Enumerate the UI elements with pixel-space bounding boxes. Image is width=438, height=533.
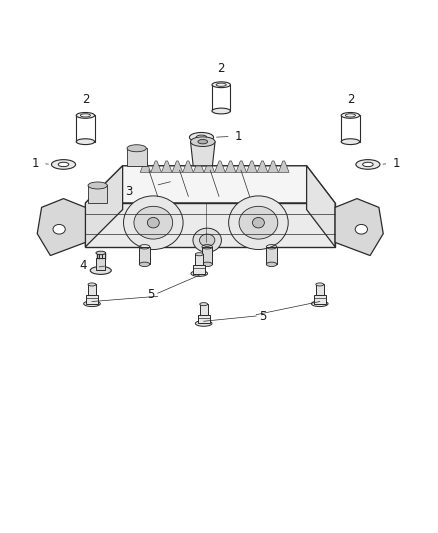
Polygon shape [198, 314, 210, 324]
Polygon shape [140, 161, 151, 172]
Ellipse shape [202, 262, 212, 266]
Ellipse shape [76, 139, 95, 144]
Polygon shape [279, 161, 289, 172]
Ellipse shape [190, 133, 214, 142]
Ellipse shape [212, 82, 230, 87]
Ellipse shape [193, 228, 221, 252]
Ellipse shape [58, 162, 69, 167]
Polygon shape [307, 166, 335, 247]
Polygon shape [316, 285, 324, 295]
Ellipse shape [139, 262, 150, 266]
Text: 2: 2 [217, 62, 225, 75]
Text: 5: 5 [259, 310, 266, 324]
Polygon shape [314, 295, 326, 304]
Text: 5: 5 [148, 288, 155, 302]
Ellipse shape [195, 253, 203, 256]
Ellipse shape [196, 135, 207, 140]
Polygon shape [195, 254, 203, 265]
Polygon shape [172, 161, 183, 172]
Polygon shape [96, 258, 105, 270]
Ellipse shape [51, 159, 75, 169]
Polygon shape [236, 161, 247, 172]
Polygon shape [193, 265, 205, 273]
Polygon shape [183, 161, 193, 172]
Text: 1: 1 [392, 157, 400, 170]
Ellipse shape [76, 112, 95, 118]
Ellipse shape [147, 217, 159, 228]
Polygon shape [202, 247, 212, 264]
Ellipse shape [316, 283, 324, 286]
Polygon shape [191, 142, 215, 166]
Polygon shape [225, 161, 236, 172]
Polygon shape [151, 161, 162, 172]
Ellipse shape [90, 266, 111, 274]
Ellipse shape [212, 108, 230, 114]
Ellipse shape [198, 140, 208, 144]
Ellipse shape [88, 283, 96, 286]
Polygon shape [335, 199, 383, 255]
Ellipse shape [341, 112, 360, 118]
Ellipse shape [191, 271, 208, 276]
Ellipse shape [84, 301, 100, 306]
Ellipse shape [341, 139, 360, 144]
Polygon shape [37, 199, 85, 255]
Ellipse shape [53, 224, 65, 234]
Text: 4: 4 [79, 259, 87, 272]
Polygon shape [268, 161, 279, 172]
Ellipse shape [239, 206, 278, 239]
Ellipse shape [363, 162, 373, 167]
Polygon shape [86, 295, 98, 304]
Ellipse shape [356, 159, 380, 169]
Polygon shape [162, 161, 172, 172]
Ellipse shape [252, 217, 265, 228]
Ellipse shape [88, 182, 107, 189]
Ellipse shape [311, 301, 328, 306]
Text: 3: 3 [126, 185, 133, 198]
Text: 1: 1 [31, 157, 39, 170]
Ellipse shape [191, 137, 215, 147]
Ellipse shape [195, 320, 212, 326]
Ellipse shape [200, 303, 208, 306]
Text: 2: 2 [81, 93, 89, 106]
Polygon shape [193, 161, 204, 172]
Polygon shape [127, 148, 147, 166]
Ellipse shape [127, 145, 146, 152]
Polygon shape [215, 161, 225, 172]
Polygon shape [88, 285, 96, 295]
Polygon shape [257, 161, 268, 172]
Polygon shape [247, 161, 257, 172]
Polygon shape [88, 185, 107, 203]
Ellipse shape [96, 251, 106, 255]
Polygon shape [85, 166, 335, 203]
Text: 2: 2 [346, 93, 354, 106]
Polygon shape [204, 161, 215, 172]
Polygon shape [85, 166, 123, 247]
Ellipse shape [124, 196, 183, 249]
Polygon shape [139, 247, 150, 264]
Ellipse shape [134, 206, 173, 239]
Polygon shape [266, 247, 277, 264]
Text: 1: 1 [235, 130, 243, 143]
Polygon shape [200, 304, 208, 314]
Ellipse shape [266, 262, 277, 266]
Ellipse shape [199, 234, 215, 246]
Ellipse shape [355, 224, 367, 234]
Polygon shape [85, 203, 335, 247]
Ellipse shape [229, 196, 288, 249]
